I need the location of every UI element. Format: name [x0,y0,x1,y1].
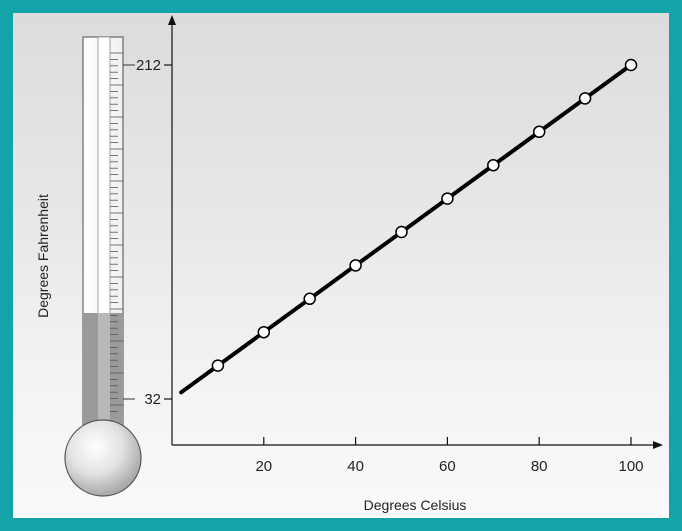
data-point [211,359,225,372]
x-axis-label: Degrees Celsius [364,497,467,513]
figure-panel: 20 40 60 80 100 32 212 Degrees Celsius Degree… [13,13,669,518]
y-axis-arrow [168,15,176,25]
axes [168,15,663,449]
x-tick-label: 100 [618,458,643,475]
thermometer-scale [110,52,123,412]
data-point [349,259,362,272]
data-point [441,192,454,205]
data-point [487,158,500,172]
y-axis-ticks: 32 212 [123,57,172,408]
x-tick-label: 20 [255,458,272,475]
x-axis-ticks: 20 40 60 80 100 [255,437,644,475]
data-point [578,92,592,105]
data-point [624,58,638,72]
thermometer-bulb [64,419,142,497]
data-point [395,225,408,239]
x-axis-arrow [653,441,663,449]
x-tick-label: 80 [531,458,548,475]
data-point [532,125,546,139]
thermometer-bore-fill [98,313,110,437]
series-points [211,58,638,372]
x-tick-label: 40 [347,458,364,475]
data-point [303,292,316,306]
x-tick-label: 60 [439,458,456,475]
y-tick-label: 212 [136,57,161,74]
data-point [257,325,271,339]
y-tick-label: 32 [144,391,161,408]
chart: 20 40 60 80 100 32 212 Degrees Celsius Degree… [35,15,663,513]
thermometer-illustration [64,36,142,497]
y-axis-label: Degrees Fahrenheit [35,194,51,318]
